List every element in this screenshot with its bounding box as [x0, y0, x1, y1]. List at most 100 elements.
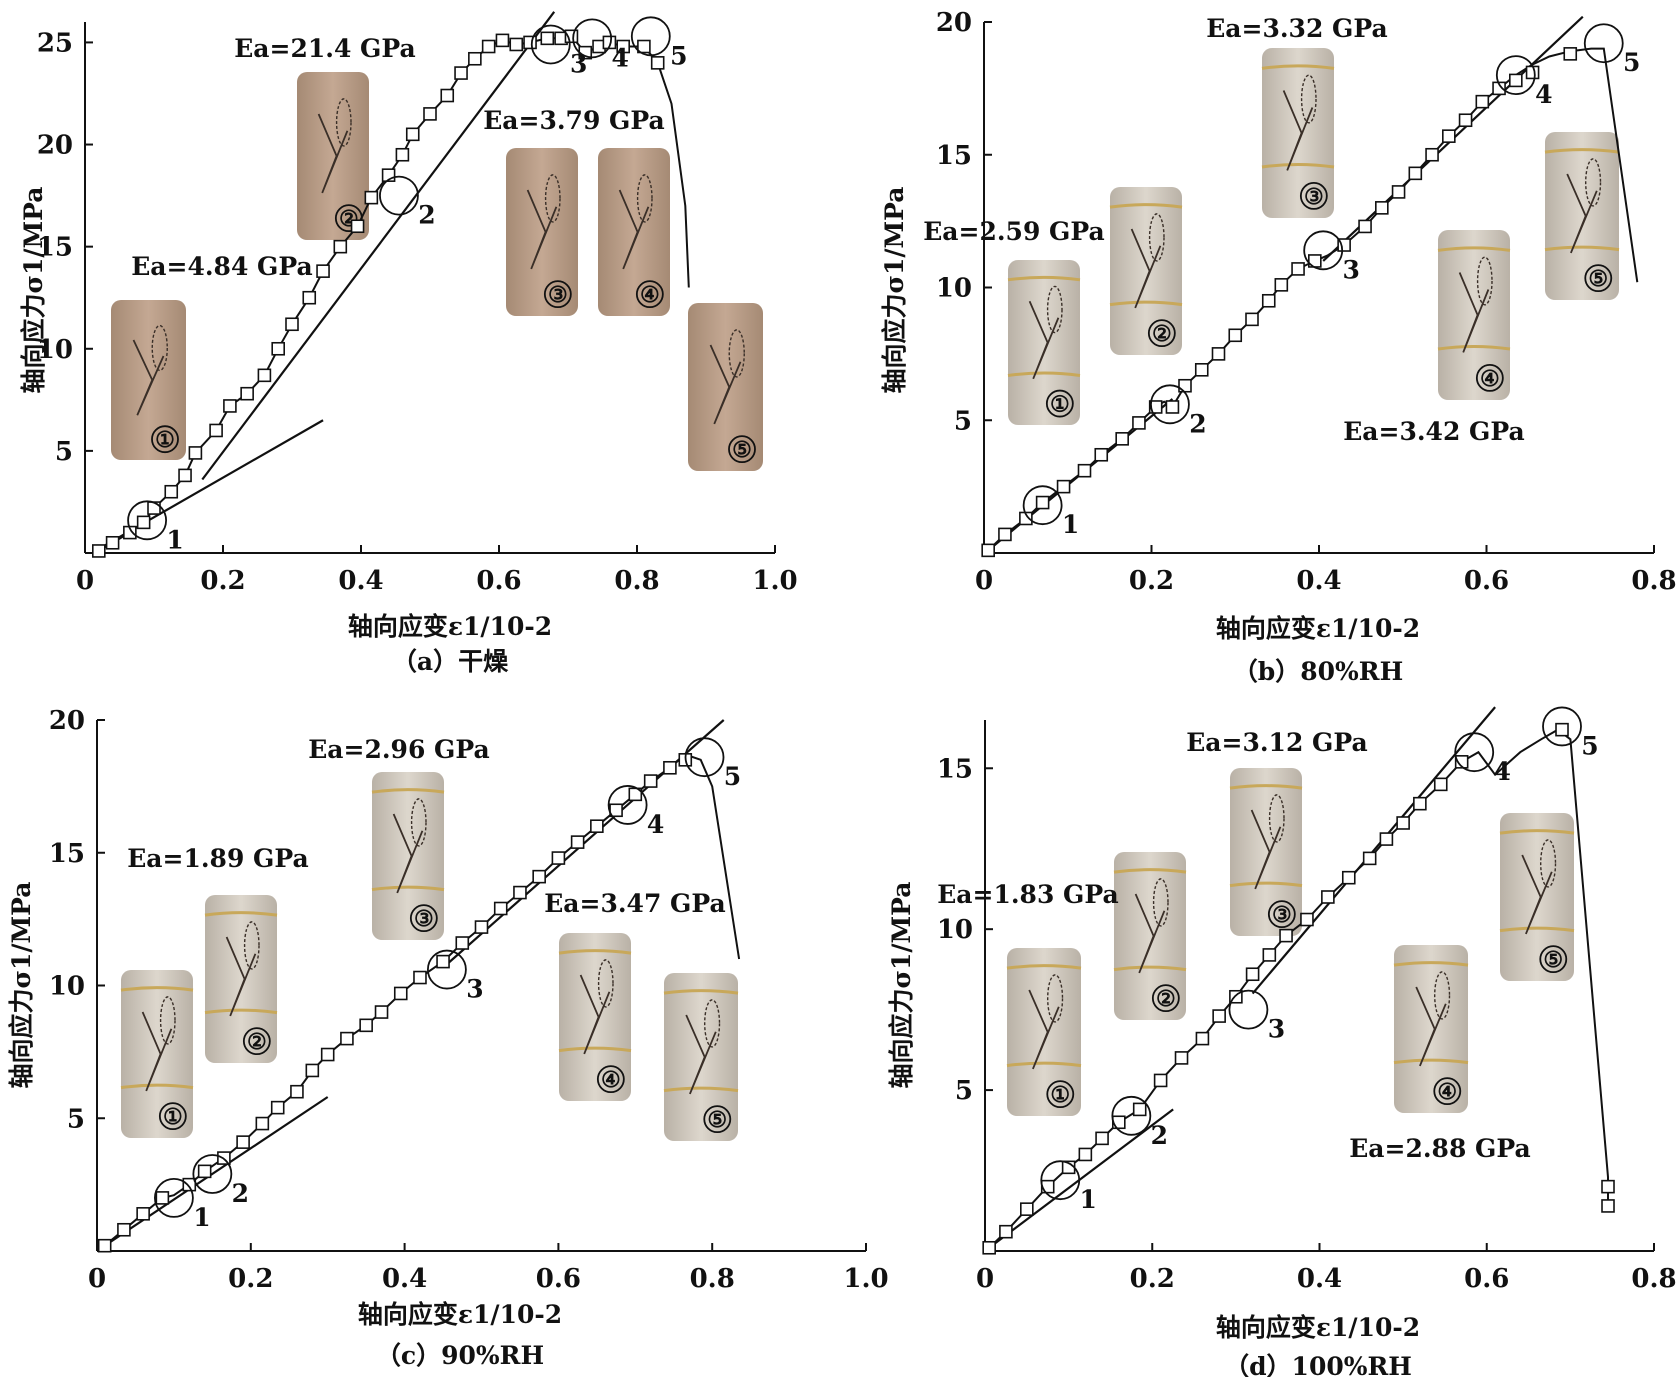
data-point-marker: [1413, 796, 1427, 811]
rubber-band: [1229, 881, 1303, 888]
data-point-marker: [436, 954, 450, 969]
specimen-photo-body: [1007, 948, 1081, 1116]
data-point-marker: [197, 1164, 212, 1179]
stage-point-circle: [607, 785, 648, 825]
y-tick-label: 10: [49, 972, 85, 1002]
stage-point-circle: [127, 500, 168, 541]
specimen-photo-body: [559, 933, 631, 1101]
specimen-photo: ⑤: [1499, 813, 1575, 981]
y-axis-label: 轴向应力σ1/MPa: [19, 187, 48, 394]
data-point-marker: [1408, 166, 1423, 181]
stage-point-label: 5: [1581, 731, 1598, 760]
specimen-photo: ②: [1109, 187, 1183, 355]
stage-point-label: 3: [570, 49, 587, 78]
modulus-annotation: Ea=2.59 GPa: [923, 217, 1104, 246]
data-point-marker: [481, 39, 496, 54]
crack-trace: [1028, 989, 1060, 1070]
photo-label: ①: [1050, 392, 1070, 418]
data-point-marker: [270, 1100, 285, 1115]
photo-number-circle: [242, 1027, 271, 1056]
crack-trace: [1250, 809, 1282, 890]
x-axis-label: 轴向应变ε1/10-2: [1216, 614, 1420, 643]
photo-number-circle: [1299, 181, 1328, 210]
data-point-marker: [255, 1116, 270, 1131]
chart-panel-a: ①②③ ④⑤0 0.2 0.4 0.6 0.8 1.0510152025轴向应变ε1/10-…: [19, 11, 798, 676]
data-point-marker: [188, 446, 203, 460]
photo-label: ④: [1437, 1079, 1457, 1105]
stage-point-label: 1: [166, 525, 183, 554]
specimen-photo: ①: [120, 970, 194, 1138]
specimen-photo: ③: [1261, 48, 1335, 218]
data-point-marker: [1391, 185, 1406, 199]
specimen-photo: ⑤: [1544, 132, 1620, 300]
data-point-marker: [650, 56, 665, 70]
crack-trace: [1282, 90, 1314, 171]
stage-point-label: 5: [724, 762, 741, 791]
chart-caption: （b）80%RH: [1233, 657, 1403, 686]
data-point-marker: [333, 239, 348, 254]
x-tick-label: 0: [975, 566, 993, 596]
data-point-marker: [209, 423, 223, 438]
data-point-marker: [285, 317, 299, 332]
data-point-marker: [493, 901, 508, 916]
rubber-band: [120, 1083, 194, 1090]
stage-point-label: 2: [418, 201, 435, 230]
y-axis-label: 轴向应力σ1/MPa: [887, 882, 916, 1089]
data-point-marker: [1245, 967, 1260, 982]
modulus-annotation: Ea=3.79 GPa: [483, 106, 664, 135]
data-point-marker: [182, 1177, 197, 1192]
photo-label: ③: [548, 282, 568, 308]
data-point-marker: [1300, 912, 1314, 927]
crack-trace: [1458, 272, 1490, 353]
crack-trace: [141, 1011, 173, 1092]
data-point-marker: [359, 1018, 373, 1033]
photo-number-circle: [635, 280, 664, 309]
photo-number-circle: [158, 1102, 187, 1131]
photo-label: ④: [1480, 366, 1500, 392]
data-point-marker: [117, 1222, 131, 1237]
specimen-photo-body: [121, 970, 193, 1138]
modulus-annotation: Ea=1.89 GPa: [127, 844, 308, 873]
data-point-marker: [1601, 1179, 1615, 1194]
rubber-band: [1261, 64, 1335, 70]
y-tick-label: 5: [67, 1104, 85, 1134]
data-point-marker: [393, 986, 408, 1001]
x-tick-label: 0.2: [1130, 1264, 1175, 1294]
rubber-band: [1113, 868, 1187, 874]
crack-highlight-ellipse: [636, 174, 653, 223]
data-point-marker: [1228, 328, 1243, 343]
specimen-photo-body: [205, 895, 277, 1063]
data-point-marker: [1458, 113, 1473, 128]
data-point-marker: [468, 51, 482, 66]
data-point-marker: [532, 869, 546, 884]
specimen-photo-body: [297, 72, 369, 240]
data-point-marker: [1525, 65, 1540, 80]
x-tick-label: 0.6: [536, 1264, 581, 1294]
data-point-marker: [1379, 832, 1394, 846]
crack-highlight-ellipse: [410, 798, 427, 847]
data-point-marker: [271, 341, 286, 356]
x-tick-label: 0.8: [690, 1264, 735, 1294]
stage-point-label: 5: [670, 41, 687, 70]
data-point-marker: [1095, 1131, 1109, 1146]
x-tick-label: 0: [88, 1264, 106, 1294]
stage-point-circle: [379, 175, 419, 216]
y-axis-label: 轴向应力σ1/MPa: [7, 882, 36, 1089]
data-point-marker: [602, 35, 617, 50]
photo-number-circle: [1045, 389, 1074, 418]
specimen-photo-body: [1008, 260, 1080, 425]
crack-trace: [317, 113, 349, 194]
rubber-band: [1006, 1061, 1082, 1068]
data-point-marker: [1148, 400, 1163, 414]
crack-highlight-ellipse: [1300, 74, 1317, 124]
stage-point-label: 4: [647, 810, 664, 839]
x-tick-label: 0.6: [476, 566, 521, 596]
photo-number-circle: [409, 904, 438, 933]
specimen-photo-body: [598, 148, 670, 316]
y-tick-label: 20: [49, 706, 85, 736]
data-point-marker: [374, 1005, 389, 1019]
data-point-marker: [1077, 463, 1092, 478]
data-point-marker: [1362, 851, 1377, 866]
rubber-band: [1109, 300, 1183, 307]
